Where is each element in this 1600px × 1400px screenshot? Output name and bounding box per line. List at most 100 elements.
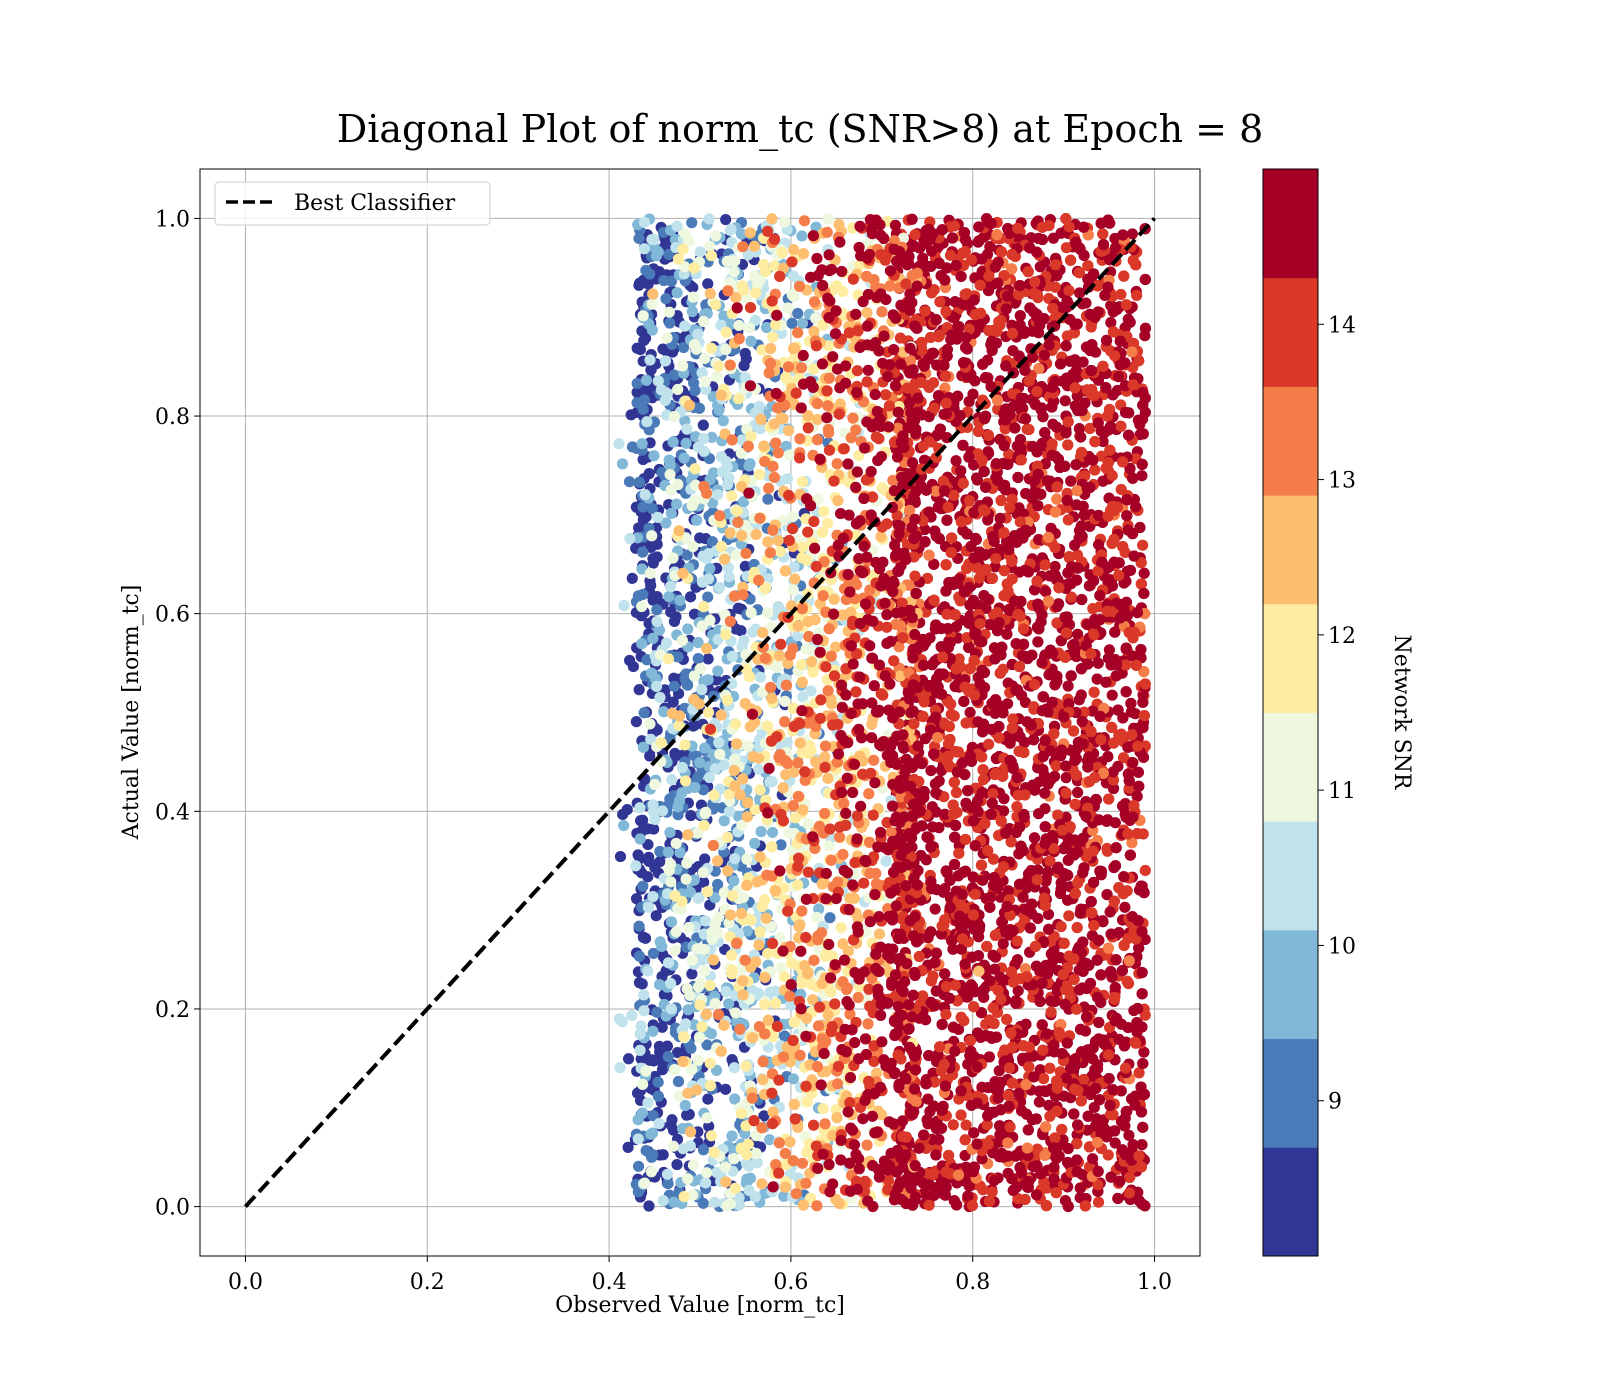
scatter-point	[1104, 444, 1116, 456]
scatter-point	[964, 599, 976, 611]
scatter-point	[999, 414, 1011, 426]
scatter-point	[1123, 1187, 1136, 1199]
scatter-point	[1081, 483, 1093, 495]
scatter-point	[982, 429, 995, 441]
scatter-point	[928, 748, 940, 760]
scatter-point	[1126, 346, 1138, 358]
scatter-point	[959, 1134, 971, 1146]
scatter-point	[1049, 995, 1061, 1008]
scatter-point	[974, 307, 987, 320]
scatter-point	[1122, 429, 1135, 441]
scatter-point	[939, 968, 951, 980]
scatter-point	[1071, 922, 1083, 934]
scatter-point	[1001, 290, 1014, 302]
scatter-point	[1050, 1187, 1062, 1199]
scatter-point	[1042, 866, 1054, 878]
scatter-point	[1109, 982, 1121, 994]
scatter-point	[959, 288, 971, 301]
scatter-point	[933, 668, 946, 680]
scatter-point	[1087, 603, 1099, 615]
scatter-point	[1135, 578, 1147, 590]
scatter-point	[959, 341, 972, 354]
scatter-point	[1003, 448, 1015, 460]
scatter-point	[961, 991, 973, 1003]
scatter-point	[1117, 800, 1129, 812]
scatter-point	[1078, 221, 1090, 233]
scatter-point	[1069, 400, 1082, 412]
scatter-point	[1026, 1114, 1038, 1126]
scatter-point	[946, 532, 958, 544]
scatter-point	[1006, 327, 1019, 340]
scatter-point	[1093, 1016, 1105, 1029]
scatter-point	[1036, 977, 1048, 989]
scatter-point	[1121, 510, 1133, 522]
scatter-point	[1009, 422, 1021, 434]
scatter-point	[995, 494, 1007, 507]
scatter-point	[1123, 955, 1135, 967]
scatter-point	[955, 920, 967, 932]
scatter-point	[1062, 439, 1074, 451]
scatter-point	[958, 226, 971, 239]
scatter-point	[1037, 1044, 1049, 1056]
scatter-point	[1050, 760, 1062, 772]
scatter-point	[1034, 261, 1046, 273]
scatter-point	[1072, 736, 1085, 748]
scatter-point	[983, 1051, 995, 1063]
scatter-point	[934, 296, 946, 308]
scatter-point	[928, 1100, 940, 1112]
scatter-point	[1051, 493, 1063, 505]
scatter-point	[1002, 1137, 1014, 1149]
scatter-point	[929, 903, 941, 915]
scatter-point	[913, 950, 925, 963]
scatter-point	[1108, 991, 1121, 1004]
scatter-point	[1064, 821, 1076, 833]
scatter-point	[1072, 1119, 1084, 1131]
scatter-point	[1075, 1095, 1087, 1107]
scatter-point	[1069, 318, 1081, 331]
scatter-point	[1118, 871, 1130, 883]
scatter-point	[985, 217, 997, 230]
scatter-point	[1016, 1105, 1028, 1117]
scatter-point	[977, 504, 990, 516]
scatter-point	[1006, 1077, 1018, 1089]
scatter-point	[1137, 386, 1149, 399]
scatter-point	[935, 270, 947, 282]
scatter-point	[1128, 550, 1140, 562]
scatter-point	[1136, 470, 1148, 482]
scatter-point	[1047, 647, 1059, 660]
scatter-point	[1085, 648, 1097, 660]
scatter-point	[1071, 485, 1083, 497]
scatter-point	[965, 371, 977, 383]
scatter-point	[1060, 427, 1072, 439]
scatter-point	[1072, 562, 1084, 574]
scatter-point	[967, 388, 979, 400]
scatter-point	[1136, 988, 1148, 1000]
scatter-point	[1138, 709, 1150, 722]
scatter-point	[989, 707, 1001, 719]
scatter-point	[964, 1049, 976, 1062]
scatter-point	[1091, 673, 1103, 685]
scatter-point	[1126, 911, 1139, 923]
scatter-point	[1090, 1082, 1102, 1095]
scatter-point	[1135, 643, 1147, 656]
scatter-point	[1074, 1023, 1087, 1035]
scatter-point	[1095, 734, 1107, 746]
scatter-point	[1087, 575, 1100, 587]
scatter-point	[1061, 295, 1073, 307]
scatter-point	[1131, 1002, 1144, 1015]
scatter-point	[1103, 793, 1115, 805]
scatter-point	[1028, 701, 1040, 713]
scatter-point	[993, 316, 1005, 328]
scatter-point	[923, 1199, 935, 1211]
scatter-point	[929, 623, 942, 635]
scatter-point	[1022, 1124, 1034, 1136]
scatter-point	[1115, 483, 1127, 496]
scatter-point	[998, 565, 1010, 577]
scatter-point	[955, 465, 967, 477]
scatter-point	[1115, 420, 1127, 432]
scatter-point	[1110, 670, 1122, 682]
scatter-point	[1062, 1142, 1074, 1155]
scatter-point	[1022, 566, 1035, 578]
scatter-point	[1131, 790, 1143, 802]
